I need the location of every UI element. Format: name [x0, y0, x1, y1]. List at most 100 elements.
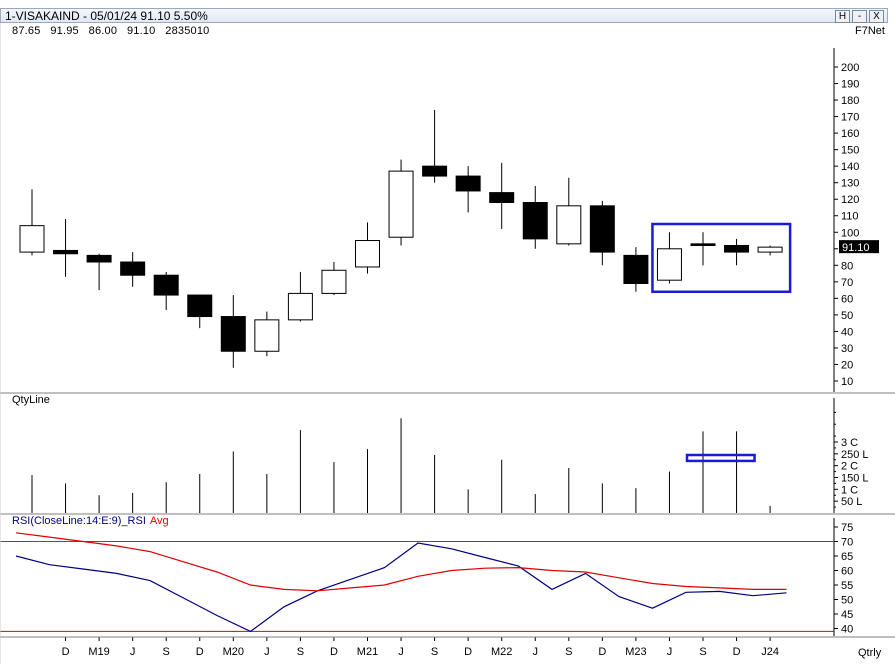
- y-tick-label: 50 L: [841, 496, 862, 508]
- candle-body: [120, 261, 146, 276]
- rsi-average-line: [15, 532, 787, 592]
- x-tick-label: J: [667, 646, 673, 658]
- y-tick-label: 20: [841, 359, 853, 371]
- candle-body: [623, 254, 649, 284]
- x-tick-label: S: [297, 646, 304, 658]
- x-tick-label: M22: [491, 646, 512, 658]
- x-tick-label: D: [733, 646, 741, 658]
- y-tick-label: 250 L: [841, 449, 869, 461]
- candle-body: [321, 269, 347, 294]
- ohlc-readout: 87.65 91.95 86.00 91.10 2835010: [12, 25, 209, 37]
- candle-body: [187, 294, 213, 318]
- y-tick-label: 70: [841, 277, 853, 289]
- x-tick-label: M23: [625, 646, 646, 658]
- candle-body: [757, 246, 783, 253]
- x-tick-label: D: [330, 646, 338, 658]
- y-tick-label: 60: [841, 566, 853, 578]
- candle-body: [220, 316, 246, 352]
- candle-body: [589, 205, 615, 253]
- periodicity-label: Qtrly: [858, 647, 882, 659]
- y-tick-label: 180: [841, 95, 859, 107]
- candle-body: [556, 205, 582, 245]
- minimize-button[interactable]: -: [852, 10, 867, 23]
- close-value: 91.10: [126, 25, 156, 37]
- y-tick-label: 45: [841, 609, 853, 621]
- y-tick-label: 10: [841, 376, 853, 388]
- y-tick-label: 55: [841, 580, 853, 592]
- window-title: 1-VISAKAIND - 05/01/24 91.10 5.50%: [5, 9, 208, 23]
- x-tick-label: D: [598, 646, 606, 658]
- y-tick-label: 50: [841, 595, 853, 607]
- x-tick-label: M21: [357, 646, 378, 658]
- close-button[interactable]: X: [869, 10, 884, 23]
- x-tick-label: D: [62, 646, 70, 658]
- candle-body: [287, 292, 313, 321]
- x-tick-label: D: [464, 646, 472, 658]
- candle-body: [724, 244, 750, 253]
- volume-panel-title: QtyLine: [12, 394, 50, 406]
- candle-body: [19, 225, 45, 253]
- y-tick-label: 110: [841, 211, 859, 223]
- rsi-panel[interactable]: 40 45 50 55 60 65 70 75: [0, 518, 853, 636]
- candle-body: [86, 254, 112, 263]
- x-tick-label: J: [398, 646, 404, 658]
- highlight-box: [651, 222, 792, 294]
- x-tick-label: J: [264, 646, 270, 658]
- x-tick-label: S: [565, 646, 572, 658]
- x-tick-label: S: [699, 646, 706, 658]
- y-tick-label: 100: [841, 227, 859, 239]
- x-tick-label: M19: [88, 646, 109, 658]
- open-value: 87.65: [12, 25, 41, 37]
- x-tick-label: J24: [761, 646, 779, 658]
- candle-body: [53, 249, 79, 255]
- last-price-label: 91.10: [842, 242, 870, 254]
- rsi-line: [15, 542, 787, 633]
- y-tick-label: 50: [841, 310, 853, 322]
- candle-body: [455, 175, 481, 192]
- y-tick-label: 150 L: [841, 472, 869, 484]
- x-tick-label: S: [431, 646, 438, 658]
- x-tick-label: M20: [223, 646, 244, 658]
- avg-series-label: Avg: [150, 515, 169, 527]
- y-tick-label: 170: [841, 112, 859, 124]
- candle-body: [690, 243, 716, 246]
- last-price-tag: [839, 240, 879, 254]
- y-tick-label: 70: [841, 537, 853, 549]
- candle-body: [422, 165, 448, 177]
- rsi-series-label: RSI(CloseLine:14:E:9)_RSI: [12, 515, 146, 527]
- price-panel[interactable]: 1020304050607080901001101201301401501601…: [19, 48, 879, 392]
- x-tick-label: J: [533, 646, 539, 658]
- volume-highlight-box: [685, 453, 756, 463]
- candle-body: [656, 248, 682, 281]
- y-tick-label: 30: [841, 343, 853, 355]
- rsi-panel-title: RSI(CloseLine:14:E:9)_RSI Avg: [12, 515, 169, 527]
- y-tick-label: 80: [841, 260, 853, 272]
- data-feed-label: F7Net: [855, 25, 885, 37]
- candle-body: [153, 274, 179, 296]
- y-tick-label: 120: [841, 194, 859, 206]
- x-tick-label: D: [196, 646, 204, 658]
- candle-body: [388, 170, 414, 238]
- y-tick-label: 130: [841, 178, 859, 190]
- y-tick-label: 75: [841, 522, 853, 534]
- y-tick-label: 160: [841, 128, 859, 140]
- x-tick-label: J: [130, 646, 136, 658]
- candle-body: [355, 240, 380, 268]
- y-tick-label: 65: [841, 551, 853, 563]
- candle-body: [489, 192, 515, 204]
- candle-body: [522, 202, 548, 240]
- candle-body: [254, 319, 280, 352]
- x-tick-label: S: [163, 646, 170, 658]
- y-tick-label: 1 C: [841, 484, 858, 496]
- y-tick-label: 140: [841, 161, 859, 173]
- hide-button[interactable]: H: [835, 10, 850, 23]
- low-value: 86.00: [88, 25, 118, 37]
- y-tick-label: 60: [841, 293, 853, 305]
- y-tick-label: 40: [841, 624, 853, 636]
- high-value: 91.95: [50, 25, 79, 37]
- y-tick-label: 2 C: [841, 461, 858, 473]
- y-tick-label: 190: [841, 79, 859, 91]
- time-axis: D M19 J S D M20 J S D M21 J S D M22 J S D M23 J S D J24: [62, 637, 779, 658]
